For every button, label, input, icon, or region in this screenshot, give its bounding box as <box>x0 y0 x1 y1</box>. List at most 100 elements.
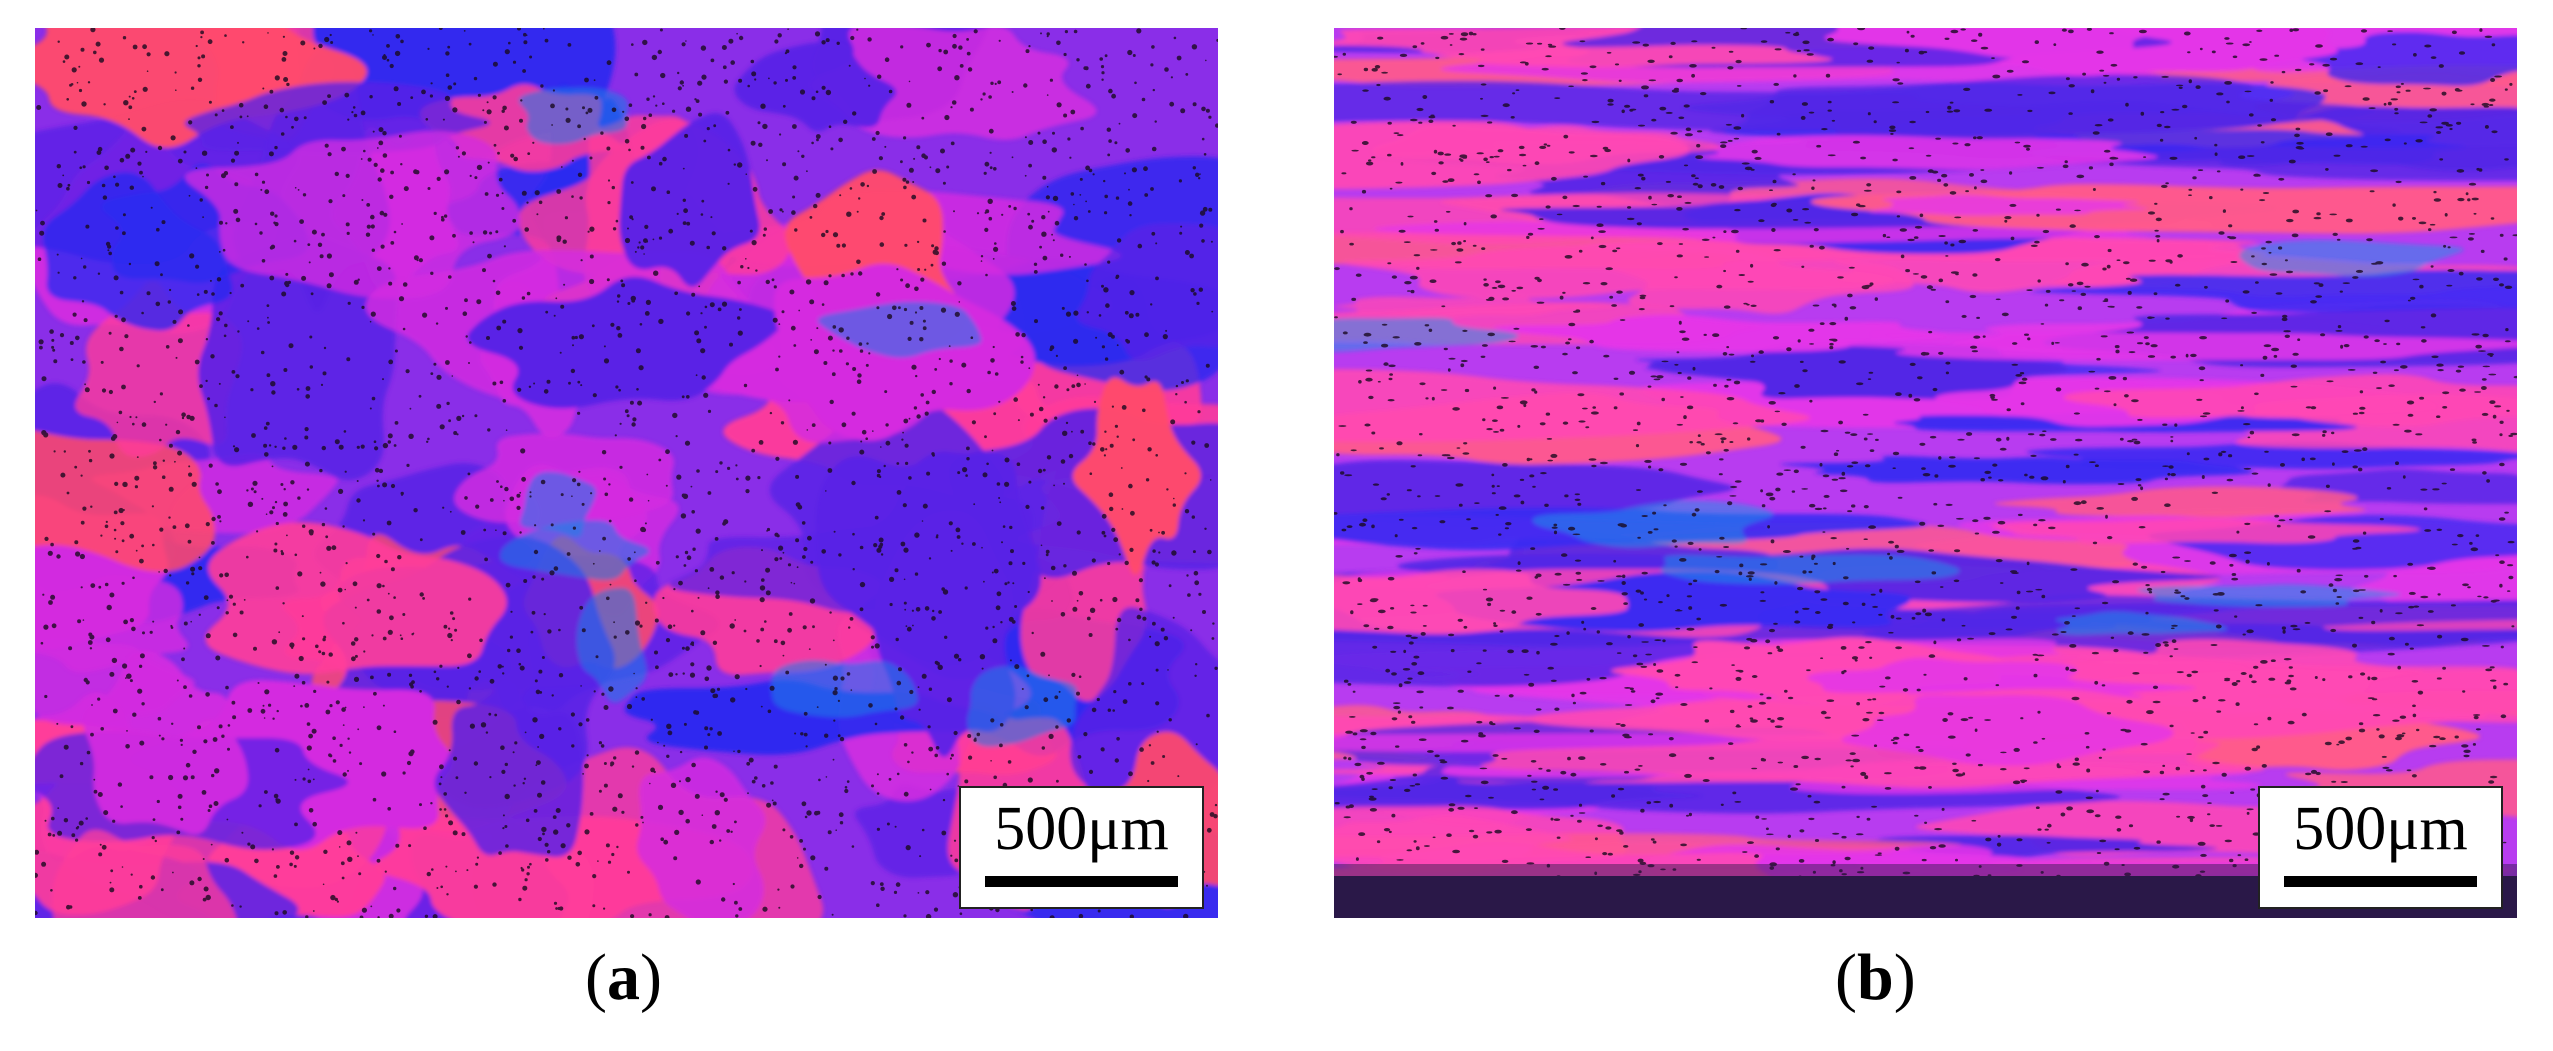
particle <box>2292 28 2300 32</box>
particle <box>751 448 756 453</box>
particle <box>1539 798 1545 801</box>
particle <box>2192 699 2199 703</box>
particle <box>1624 687 1631 689</box>
particle <box>361 907 367 913</box>
particle <box>1488 796 1494 799</box>
particle <box>1734 208 1741 212</box>
particle <box>324 507 328 510</box>
particle <box>2473 212 2477 215</box>
particle <box>1545 205 1551 209</box>
particle <box>1878 711 1885 715</box>
particle <box>861 429 867 435</box>
particle <box>1407 677 1413 680</box>
particle <box>2014 141 2021 144</box>
particle <box>567 855 572 860</box>
particle <box>2267 483 2271 487</box>
particle <box>685 818 690 824</box>
particle <box>592 393 597 398</box>
particle <box>1129 547 1134 553</box>
particle <box>2331 431 2335 435</box>
particle <box>1415 547 1421 550</box>
particle <box>1127 49 1133 56</box>
particle <box>616 300 620 303</box>
particle <box>1547 459 1553 462</box>
particle <box>1583 627 1587 631</box>
particle <box>641 123 647 130</box>
particle <box>760 627 765 632</box>
particle <box>1998 479 2004 482</box>
particle <box>2229 563 2234 567</box>
particle <box>1404 281 1412 285</box>
particle <box>1688 812 1692 817</box>
particle <box>1658 155 1665 159</box>
particle <box>2465 192 2469 196</box>
particle <box>118 410 123 415</box>
particle <box>825 38 830 43</box>
particle <box>2124 394 2129 398</box>
particle <box>2275 292 2283 295</box>
particle <box>617 294 621 298</box>
particle <box>896 462 900 465</box>
particle <box>959 912 963 915</box>
particle <box>778 545 784 551</box>
particle <box>1966 432 1973 436</box>
particle <box>832 758 835 761</box>
particle <box>2348 675 2353 679</box>
particle <box>1793 74 1797 78</box>
particle <box>879 242 885 247</box>
particle <box>709 839 714 845</box>
particle <box>281 291 287 297</box>
particle <box>413 508 418 513</box>
particle <box>1103 287 1109 293</box>
particle <box>749 229 753 233</box>
particle <box>100 534 103 537</box>
particle <box>1053 484 1055 487</box>
particle <box>1906 30 1910 34</box>
particle <box>2502 841 2507 844</box>
particle <box>737 162 743 168</box>
particle <box>697 596 700 599</box>
particle <box>1813 562 1818 565</box>
particle <box>876 903 880 907</box>
particle <box>838 137 843 143</box>
particle <box>2489 400 2496 404</box>
particle <box>439 808 442 811</box>
particle <box>1675 686 1679 689</box>
particle <box>2458 51 2466 55</box>
grain-region <box>2055 611 2228 635</box>
particle <box>1785 31 1791 34</box>
particle <box>1020 360 1024 364</box>
particle <box>353 676 360 683</box>
particle <box>1892 101 1900 104</box>
particle <box>2133 846 2141 850</box>
particle <box>2228 224 2233 228</box>
particle <box>830 147 834 151</box>
particle <box>1024 705 1029 710</box>
particle <box>1868 371 1874 374</box>
particle <box>681 395 685 399</box>
particle <box>730 60 735 65</box>
particle <box>994 372 999 376</box>
particle <box>1995 684 2000 687</box>
particle <box>306 722 311 726</box>
particle <box>154 261 160 267</box>
particle <box>755 269 758 272</box>
particle <box>461 414 465 418</box>
particle <box>2429 744 2437 748</box>
particle <box>1142 616 1147 621</box>
particle <box>529 491 532 494</box>
particle <box>1106 127 1112 132</box>
particle <box>824 663 827 666</box>
particle <box>2333 154 2341 157</box>
particle <box>627 302 631 305</box>
particle <box>1388 377 1393 381</box>
particle <box>210 843 213 846</box>
particle <box>393 230 397 234</box>
particle <box>1642 43 1649 47</box>
particle <box>1647 59 1655 63</box>
particle <box>1096 697 1100 702</box>
micrograph-image-b <box>1334 28 2517 918</box>
particle <box>93 50 97 55</box>
particle <box>1911 616 1916 620</box>
particle <box>1190 629 1193 632</box>
